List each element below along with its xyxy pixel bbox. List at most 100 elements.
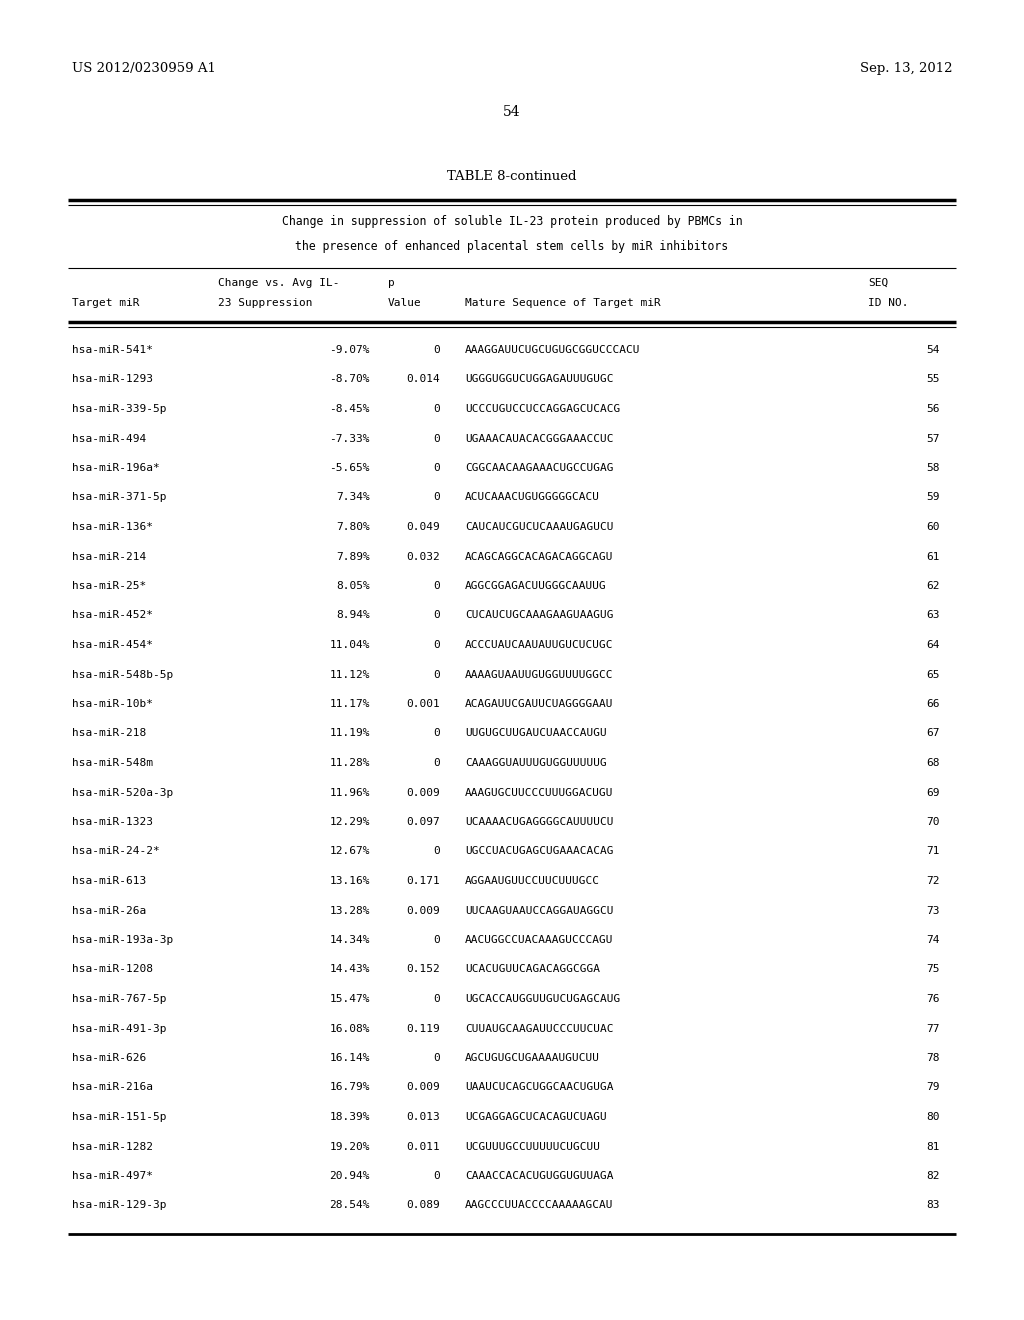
Text: 69: 69 (927, 788, 940, 797)
Text: 0.009: 0.009 (407, 1082, 440, 1093)
Text: hsa-miR-216a: hsa-miR-216a (72, 1082, 153, 1093)
Text: 0: 0 (433, 994, 440, 1005)
Text: -5.65%: -5.65% (330, 463, 370, 473)
Text: 0.119: 0.119 (407, 1023, 440, 1034)
Text: hsa-miR-1323: hsa-miR-1323 (72, 817, 153, 828)
Text: hsa-miR-767-5p: hsa-miR-767-5p (72, 994, 167, 1005)
Text: UCCCUGUCCUCCAGGAGCUCACG: UCCCUGUCCUCCAGGAGCUCACG (465, 404, 621, 414)
Text: 0: 0 (433, 463, 440, 473)
Text: 0.009: 0.009 (407, 906, 440, 916)
Text: AGGAAUGUUCCUUCUUUGCC: AGGAAUGUUCCUUCUUUGCC (465, 876, 600, 886)
Text: 66: 66 (927, 700, 940, 709)
Text: 73: 73 (927, 906, 940, 916)
Text: 55: 55 (927, 375, 940, 384)
Text: 74: 74 (927, 935, 940, 945)
Text: 11.28%: 11.28% (330, 758, 370, 768)
Text: p: p (388, 279, 394, 288)
Text: 0: 0 (433, 404, 440, 414)
Text: 7.80%: 7.80% (336, 521, 370, 532)
Text: 0: 0 (433, 640, 440, 649)
Text: hsa-miR-10b*: hsa-miR-10b* (72, 700, 153, 709)
Text: -9.07%: -9.07% (330, 345, 370, 355)
Text: AAAGUGCUUCCCUUUGGACUGU: AAAGUGCUUCCCUUUGGACUGU (465, 788, 613, 797)
Text: hsa-miR-1282: hsa-miR-1282 (72, 1142, 153, 1151)
Text: 60: 60 (927, 521, 940, 532)
Text: 16.79%: 16.79% (330, 1082, 370, 1093)
Text: the presence of enhanced placental stem cells by miR inhibitors: the presence of enhanced placental stem … (296, 240, 728, 253)
Text: 0.089: 0.089 (407, 1200, 440, 1210)
Text: 0: 0 (433, 492, 440, 503)
Text: 11.17%: 11.17% (330, 700, 370, 709)
Text: 0.152: 0.152 (407, 965, 440, 974)
Text: UUGUGCUUGAUCUAACCAUGU: UUGUGCUUGAUCUAACCAUGU (465, 729, 607, 738)
Text: hsa-miR-541*: hsa-miR-541* (72, 345, 153, 355)
Text: CAAAGGUAUUUGUGGUUUUUG: CAAAGGUAUUUGUGGUUUUUG (465, 758, 607, 768)
Text: 61: 61 (927, 552, 940, 561)
Text: hsa-miR-454*: hsa-miR-454* (72, 640, 153, 649)
Text: hsa-miR-548b-5p: hsa-miR-548b-5p (72, 669, 173, 680)
Text: 0: 0 (433, 935, 440, 945)
Text: 11.12%: 11.12% (330, 669, 370, 680)
Text: 67: 67 (927, 729, 940, 738)
Text: 0.032: 0.032 (407, 552, 440, 561)
Text: 16.14%: 16.14% (330, 1053, 370, 1063)
Text: Change vs. Avg IL-: Change vs. Avg IL- (218, 279, 340, 288)
Text: 13.16%: 13.16% (330, 876, 370, 886)
Text: AACUGGCCUACAAAGUCCCAGU: AACUGGCCUACAAAGUCCCAGU (465, 935, 613, 945)
Text: hsa-miR-129-3p: hsa-miR-129-3p (72, 1200, 167, 1210)
Text: UGCCUACUGAGCUGAAACACAG: UGCCUACUGAGCUGAAACACAG (465, 846, 613, 857)
Text: hsa-miR-196a*: hsa-miR-196a* (72, 463, 160, 473)
Text: 0: 0 (433, 669, 440, 680)
Text: hsa-miR-548m: hsa-miR-548m (72, 758, 153, 768)
Text: AAAGGAUUCUGCUGUGCGGUCCCACU: AAAGGAUUCUGCUGUGCGGUCCCACU (465, 345, 640, 355)
Text: Sep. 13, 2012: Sep. 13, 2012 (859, 62, 952, 75)
Text: hsa-miR-151-5p: hsa-miR-151-5p (72, 1111, 167, 1122)
Text: 18.39%: 18.39% (330, 1111, 370, 1122)
Text: hsa-miR-497*: hsa-miR-497* (72, 1171, 153, 1181)
Text: 0: 0 (433, 1053, 440, 1063)
Text: ACAGAUUCGAUUCUAGGGGAAU: ACAGAUUCGAUUCUAGGGGAAU (465, 700, 613, 709)
Text: hsa-miR-1208: hsa-miR-1208 (72, 965, 153, 974)
Text: AAAAGUAAUUGUGGUUUUGGCC: AAAAGUAAUUGUGGUUUUGGCC (465, 669, 613, 680)
Text: CUUAUGCAAGAUUCCCUUCUAC: CUUAUGCAAGAUUCCCUUCUAC (465, 1023, 613, 1034)
Text: Value: Value (388, 298, 422, 308)
Text: UGCACCAUGGUUGUCUGAGCAUG: UGCACCAUGGUUGUCUGAGCAUG (465, 994, 621, 1005)
Text: 23 Suppression: 23 Suppression (218, 298, 312, 308)
Text: UCGUUUGCCUUUUUCUGCUU: UCGUUUGCCUUUUUCUGCUU (465, 1142, 600, 1151)
Text: hsa-miR-339-5p: hsa-miR-339-5p (72, 404, 167, 414)
Text: 0: 0 (433, 1171, 440, 1181)
Text: 0.049: 0.049 (407, 521, 440, 532)
Text: 68: 68 (927, 758, 940, 768)
Text: UCAAAACUGAGGGGCAUUUUCU: UCAAAACUGAGGGGCAUUUUCU (465, 817, 613, 828)
Text: 0: 0 (433, 729, 440, 738)
Text: US 2012/0230959 A1: US 2012/0230959 A1 (72, 62, 216, 75)
Text: Mature Sequence of Target miR: Mature Sequence of Target miR (465, 298, 660, 308)
Text: -8.70%: -8.70% (330, 375, 370, 384)
Text: SEQ: SEQ (868, 279, 888, 288)
Text: 71: 71 (927, 846, 940, 857)
Text: 0.001: 0.001 (407, 700, 440, 709)
Text: 79: 79 (927, 1082, 940, 1093)
Text: hsa-miR-214: hsa-miR-214 (72, 552, 146, 561)
Text: 0.009: 0.009 (407, 788, 440, 797)
Text: 54: 54 (503, 106, 521, 119)
Text: 14.43%: 14.43% (330, 965, 370, 974)
Text: 70: 70 (927, 817, 940, 828)
Text: 76: 76 (927, 994, 940, 1005)
Text: UGGGUGGUCUGGAGAUUUGUGC: UGGGUGGUCUGGAGAUUUGUGC (465, 375, 613, 384)
Text: 77: 77 (927, 1023, 940, 1034)
Text: 80: 80 (927, 1111, 940, 1122)
Text: 81: 81 (927, 1142, 940, 1151)
Text: 82: 82 (927, 1171, 940, 1181)
Text: 0: 0 (433, 433, 440, 444)
Text: -7.33%: -7.33% (330, 433, 370, 444)
Text: 57: 57 (927, 433, 940, 444)
Text: 11.96%: 11.96% (330, 788, 370, 797)
Text: 0: 0 (433, 581, 440, 591)
Text: 65: 65 (927, 669, 940, 680)
Text: UGAAACAUACACGGGAAACCUC: UGAAACAUACACGGGAAACCUC (465, 433, 613, 444)
Text: Change in suppression of soluble IL-23 protein produced by PBMCs in: Change in suppression of soluble IL-23 p… (282, 215, 742, 228)
Text: hsa-miR-371-5p: hsa-miR-371-5p (72, 492, 167, 503)
Text: AAGCCCUUACCCCAAAAAGCAU: AAGCCCUUACCCCAAAAAGCAU (465, 1200, 613, 1210)
Text: 14.34%: 14.34% (330, 935, 370, 945)
